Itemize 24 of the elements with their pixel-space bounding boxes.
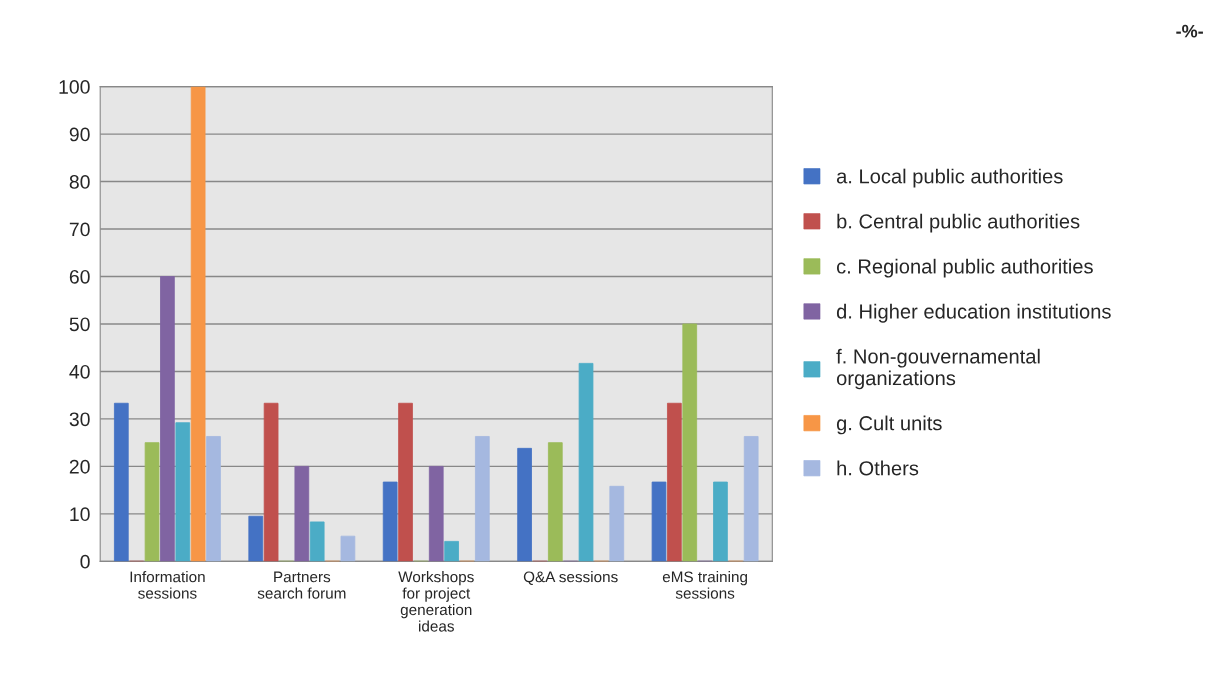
y-tick-label: 20 [69, 459, 90, 474]
y-tick-label: 30 [69, 412, 90, 427]
x-tick-label: Workshops for project generation ideas [398, 571, 474, 632]
y-tick-label: 10 [70, 507, 90, 522]
legend-label: g. Cult units [836, 415, 942, 435]
legend-label: a. Local public authorities [836, 168, 1063, 188]
y-tick-label: 40 [69, 364, 90, 379]
y-tick-label: 90 [69, 127, 90, 142]
y-tick-label: 0 [80, 554, 90, 569]
text: -%- [1176, 24, 1203, 38]
legend-label: d. Higher education institutions [836, 303, 1111, 323]
x-tick-label: eMS training sessions [662, 571, 747, 599]
legend-label: b. Central public authorities [837, 213, 1080, 233]
legend-label: f. Non-gouvernamental organizations [836, 348, 1040, 390]
y-tick-label: 80 [69, 175, 90, 189]
y-tick-label: 70 [69, 222, 90, 237]
y-tick-label: 50 [69, 317, 90, 332]
y-tick-label: 100 [59, 80, 90, 94]
x-tick-label: Partners search forum [257, 571, 346, 599]
y-tick-label: 60 [69, 269, 90, 284]
legend-label: h. Others [837, 460, 919, 476]
x-tick-label: Information sessions [130, 571, 205, 599]
x-tick-label: Q&A sessions [523, 571, 618, 586]
legend-label: c. Regional public authorities [836, 258, 1093, 278]
